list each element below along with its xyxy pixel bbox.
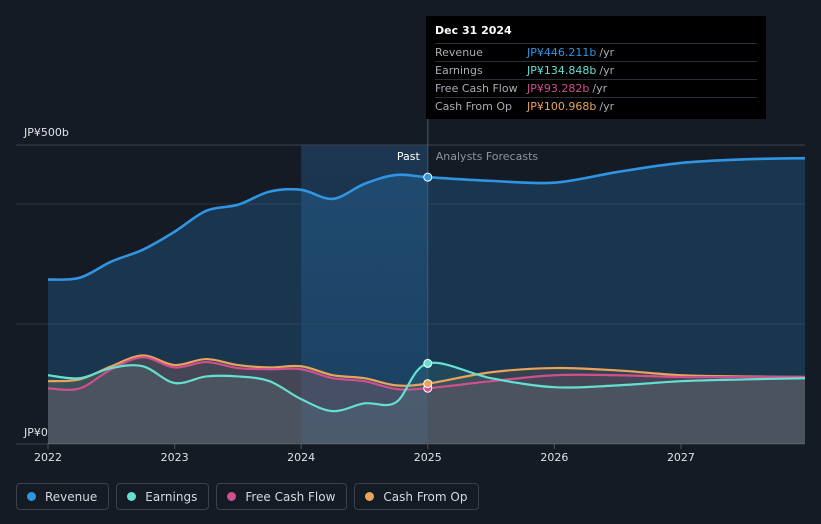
earnings-dot-icon	[127, 492, 137, 501]
tooltip-row-cfo: Cash From Op JP¥100.968b /yr	[435, 97, 757, 115]
cfo-marker	[423, 379, 433, 389]
fcf-dot-icon	[227, 492, 237, 501]
x-tick-label: 2023	[161, 451, 189, 464]
x-tick-label: 2025	[414, 451, 442, 464]
legend-item-revenue[interactable]: Revenue	[16, 483, 110, 510]
y-axis-bottom-label: JP¥0	[24, 426, 48, 439]
x-tick-label: 2026	[540, 451, 568, 464]
legend-item-cfo[interactable]: Cash From Op	[354, 483, 480, 510]
tooltip-label: Earnings	[435, 64, 483, 77]
x-tick-label: 2027	[667, 451, 695, 464]
tooltip-unit: /yr	[592, 82, 608, 95]
data-tooltip: Dec 31 2024 Revenue JP¥446.211b /yr Earn…	[426, 16, 766, 119]
fcf-area	[48, 357, 805, 444]
revenue-line	[47, 156, 806, 281]
legend-label: Revenue	[45, 489, 98, 504]
legend-label: Earnings	[145, 489, 198, 504]
tooltip-unit: /yr	[599, 100, 615, 113]
x-tick-label: 2022	[34, 451, 62, 464]
legend-label: Cash From Op	[383, 489, 468, 504]
tooltip-label: Free Cash Flow	[435, 82, 518, 95]
tooltip-label: Cash From Op	[435, 100, 513, 113]
tooltip-row-revenue: Revenue JP¥446.211b /yr	[435, 43, 757, 61]
tooltip-value: JP¥446.211b	[527, 46, 597, 59]
earnings-marker	[423, 358, 433, 368]
legend-label: Free Cash Flow	[245, 489, 336, 504]
x-tick-label: 2024	[287, 451, 315, 464]
tooltip-date: Dec 31 2024	[435, 24, 512, 37]
y-axis-top-label: JP¥500b	[24, 126, 69, 139]
revenue-dot-icon	[27, 492, 36, 501]
chart-legend: Revenue Earnings Free Cash Flow Cash Fro…	[16, 483, 480, 510]
legend-item-earnings[interactable]: Earnings	[116, 483, 210, 510]
past-highlight-band	[301, 145, 428, 444]
tooltip-row-earnings: Earnings JP¥134.848b /yr	[435, 61, 757, 79]
tooltip-value: JP¥134.848b	[527, 64, 597, 77]
tooltip-row-fcf: Free Cash Flow JP¥93.282b /yr	[435, 79, 757, 97]
tooltip-unit: /yr	[599, 64, 615, 77]
tooltip-label: Revenue	[435, 46, 483, 59]
fcf-line	[47, 356, 805, 391]
revenue-area	[48, 158, 805, 444]
legend-item-fcf[interactable]: Free Cash Flow	[216, 483, 348, 510]
earnings-line	[47, 361, 806, 413]
past-label: Past	[397, 150, 421, 163]
revenue-marker	[423, 172, 433, 182]
cfo-line	[47, 354, 806, 387]
forecast-label: Analysts Forecasts	[436, 150, 539, 163]
cfo-dot-icon	[365, 492, 375, 501]
earnings-area	[48, 362, 805, 444]
tooltip-value: JP¥93.282b	[527, 82, 590, 95]
tooltip-unit: /yr	[599, 46, 615, 59]
tooltip-value: JP¥100.968b	[527, 100, 597, 113]
cfo-area	[48, 355, 805, 444]
